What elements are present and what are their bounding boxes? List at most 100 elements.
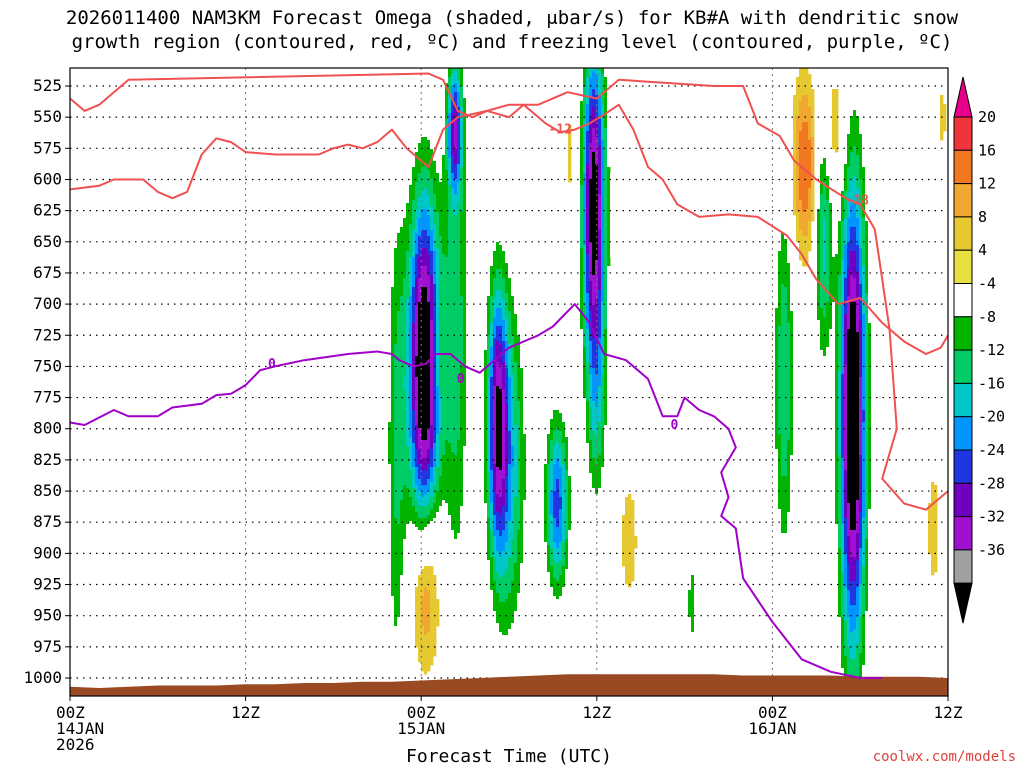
omega-cell xyxy=(469,338,473,342)
omega-cell xyxy=(448,512,452,516)
omega-cell xyxy=(460,215,464,219)
omega-cell xyxy=(439,470,443,474)
omega-cell xyxy=(433,476,437,480)
omega-cell xyxy=(460,179,464,183)
omega-cell xyxy=(388,635,392,639)
omega-cell xyxy=(442,98,446,102)
omega-cell xyxy=(445,161,449,165)
omega-cell xyxy=(415,119,419,123)
omega-cell xyxy=(457,530,461,534)
omega-cell xyxy=(424,566,428,570)
omega-cell xyxy=(463,518,467,522)
omega-cell xyxy=(460,128,464,132)
omega-cell xyxy=(427,398,431,402)
omega-cell xyxy=(427,443,431,447)
omega-cell xyxy=(391,572,395,576)
omega-cell xyxy=(460,224,464,228)
omega-cell xyxy=(427,281,431,285)
omega-cell xyxy=(466,386,470,390)
omega-cell xyxy=(400,533,404,537)
omega-cell xyxy=(463,539,467,543)
omega-cell xyxy=(397,515,401,519)
omega-cell xyxy=(400,353,404,357)
omega-cell xyxy=(448,416,452,420)
omega-cell xyxy=(430,344,434,348)
omega-cell xyxy=(457,419,461,423)
omega-cell xyxy=(454,338,458,342)
omega-cell xyxy=(463,428,467,432)
omega-cell xyxy=(487,596,491,600)
omega-cell xyxy=(460,581,464,585)
omega-cell xyxy=(424,377,428,381)
omega-cell xyxy=(424,374,428,378)
omega-cell xyxy=(424,488,428,492)
omega-cell xyxy=(433,434,437,438)
omega-cell xyxy=(484,443,488,447)
omega-cell xyxy=(394,230,398,234)
omega-cell xyxy=(412,374,416,378)
omega-cell xyxy=(394,371,398,375)
omega-cell xyxy=(388,626,392,630)
omega-cell xyxy=(391,593,395,597)
omega-cell xyxy=(466,500,470,504)
omega-cell xyxy=(415,269,419,273)
omega-cell xyxy=(460,527,464,531)
omega-cell xyxy=(388,494,392,498)
omega-cell xyxy=(391,188,395,192)
omega-cell xyxy=(469,257,473,261)
omega-cell xyxy=(391,530,395,534)
omega-cell xyxy=(397,263,401,267)
omega-cell xyxy=(457,224,461,228)
omega-cell xyxy=(487,584,491,588)
omega-cell xyxy=(394,404,398,408)
omega-cell xyxy=(448,581,452,585)
omega-cell xyxy=(397,449,401,453)
omega-cell xyxy=(421,518,425,522)
omega-cell xyxy=(406,470,410,474)
omega-cell xyxy=(406,278,410,282)
omega-cell xyxy=(424,515,428,519)
omega-cell xyxy=(430,413,434,417)
omega-cell xyxy=(481,485,485,489)
omega-cell xyxy=(430,176,434,180)
omega-cell xyxy=(427,218,431,222)
omega-cell xyxy=(457,74,461,78)
omega-cell xyxy=(427,110,431,114)
omega-cell xyxy=(463,209,467,213)
omega-cell xyxy=(424,428,428,432)
omega-cell xyxy=(448,557,452,561)
omega-cell xyxy=(400,605,404,609)
omega-cell xyxy=(412,497,416,501)
omega-cell xyxy=(409,176,413,180)
omega-cell xyxy=(397,191,401,195)
omega-cell xyxy=(460,89,464,93)
omega-cell xyxy=(466,152,470,156)
omega-cell xyxy=(394,599,398,603)
omega-cell xyxy=(445,419,449,423)
omega-cell xyxy=(433,623,437,627)
omega-cell xyxy=(409,503,413,507)
omega-cell xyxy=(412,179,416,183)
omega-cell xyxy=(484,326,488,330)
omega-cell xyxy=(403,530,407,534)
omega-cell xyxy=(469,239,473,243)
omega-cell xyxy=(487,338,491,342)
omega-cell xyxy=(457,302,461,306)
omega-cell xyxy=(454,335,458,339)
omega-cell xyxy=(442,299,446,303)
omega-cell xyxy=(394,512,398,516)
omega-cell xyxy=(412,458,416,462)
omega-cell xyxy=(448,275,452,279)
omega-cell xyxy=(421,353,425,357)
omega-cell xyxy=(430,365,434,369)
omega-cell xyxy=(436,416,440,420)
omega-cell xyxy=(385,479,389,483)
omega-cell xyxy=(433,179,437,183)
omega-cell xyxy=(469,263,473,267)
omega-cell xyxy=(397,281,401,285)
omega-cell xyxy=(433,305,437,309)
omega-cell xyxy=(397,344,401,348)
omega-cell xyxy=(460,263,464,267)
omega-cell xyxy=(388,224,392,228)
omega-cell xyxy=(487,539,491,543)
